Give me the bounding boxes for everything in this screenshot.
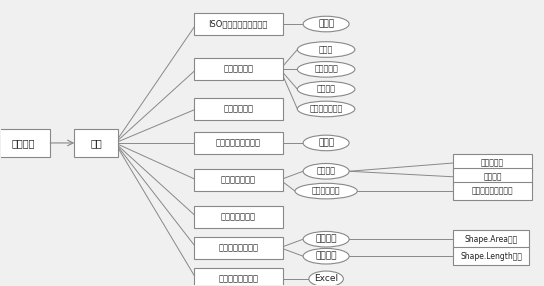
Text: 边界清理模块: 边界清理模块 — [312, 186, 341, 196]
Text: 运行两次扩展与收缩: 运行两次扩展与收缩 — [472, 186, 514, 196]
Ellipse shape — [303, 16, 349, 32]
FancyBboxPatch shape — [194, 169, 283, 191]
Text: 图层转数据表模块: 图层转数据表模块 — [218, 274, 258, 283]
Text: 扫描仪: 扫描仪 — [318, 19, 334, 29]
FancyBboxPatch shape — [453, 168, 532, 186]
Text: 最小类大小: 最小类大小 — [314, 65, 338, 74]
Text: Excel: Excel — [314, 274, 338, 283]
Ellipse shape — [298, 101, 355, 117]
Ellipse shape — [303, 135, 349, 151]
Text: 栅格矢量化模块: 栅格矢量化模块 — [221, 212, 256, 221]
FancyBboxPatch shape — [194, 132, 283, 154]
Text: 类数目: 类数目 — [319, 45, 333, 54]
FancyBboxPatch shape — [194, 206, 283, 228]
Text: 扫描模块: 扫描模块 — [11, 138, 35, 148]
FancyBboxPatch shape — [194, 268, 283, 286]
Text: 模型: 模型 — [90, 138, 102, 148]
FancyBboxPatch shape — [453, 230, 529, 249]
Ellipse shape — [303, 249, 349, 264]
Text: 实际面积: 实际面积 — [316, 235, 337, 244]
Text: 文件夹图片处理模块: 文件夹图片处理模块 — [215, 138, 261, 148]
FancyBboxPatch shape — [194, 237, 283, 259]
Ellipse shape — [303, 164, 349, 179]
FancyBboxPatch shape — [194, 58, 283, 80]
Text: Shape.Length函数: Shape.Length函数 — [460, 252, 522, 261]
FancyBboxPatch shape — [453, 182, 532, 200]
Text: Shape.Area函数: Shape.Area函数 — [465, 235, 518, 244]
FancyBboxPatch shape — [194, 13, 283, 35]
Text: 实际周长: 实际周长 — [316, 252, 337, 261]
Ellipse shape — [309, 271, 343, 286]
Text: 迭代器: 迭代器 — [318, 138, 334, 148]
Text: 边缘预处理模块: 边缘预处理模块 — [221, 175, 256, 184]
Ellipse shape — [298, 42, 355, 57]
Text: 替换阈值: 替换阈值 — [483, 172, 502, 181]
Text: 属性的前提条件: 属性的前提条件 — [310, 104, 343, 114]
FancyBboxPatch shape — [453, 154, 532, 172]
Text: 采样间隔: 采样间隔 — [317, 85, 336, 94]
Ellipse shape — [303, 231, 349, 247]
Text: 相邻要素数: 相邻要素数 — [481, 158, 504, 167]
Ellipse shape — [295, 183, 357, 199]
Ellipse shape — [298, 61, 355, 77]
Text: 字段运算模块: 字段运算模块 — [223, 65, 253, 74]
Ellipse shape — [298, 82, 355, 97]
FancyBboxPatch shape — [453, 247, 529, 265]
Text: 输入输出模块: 输入输出模块 — [223, 104, 253, 114]
Text: 众数滤波: 众数滤波 — [317, 167, 336, 176]
FancyBboxPatch shape — [194, 98, 283, 120]
Text: ISO聚类非监督分类模块: ISO聚类非监督分类模块 — [208, 19, 268, 29]
FancyBboxPatch shape — [75, 129, 118, 157]
FancyBboxPatch shape — [0, 129, 50, 157]
Text: 最大外接矩形模块: 最大外接矩形模块 — [218, 243, 258, 252]
